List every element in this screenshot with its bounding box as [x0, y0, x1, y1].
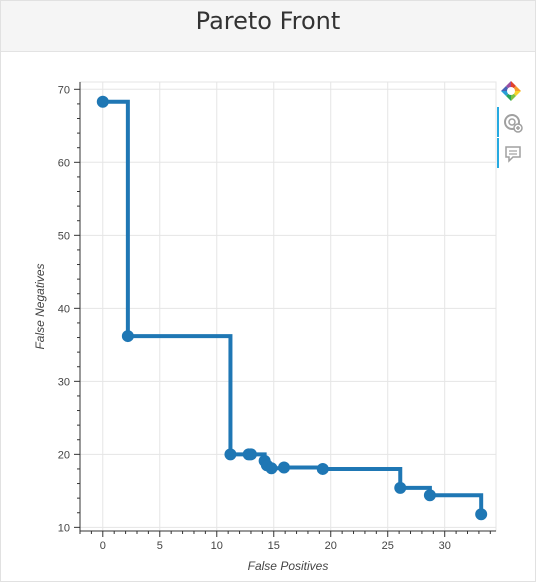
x-axis-label: False Positives [248, 559, 329, 573]
y-tick-label: 70 [58, 84, 70, 96]
data-series [96, 95, 488, 521]
x-tick-label: 10 [211, 540, 223, 552]
pareto-point [121, 330, 134, 343]
x-tick-label: 25 [382, 540, 394, 552]
bokeh-logo-button[interactable] [500, 80, 522, 104]
y-tick-label: 50 [58, 230, 70, 242]
x-tick-label: 15 [268, 540, 280, 552]
x-tick-label: 5 [157, 540, 163, 552]
wheel-zoom-active-indicator [497, 107, 499, 137]
y-tick-label: 40 [58, 303, 70, 315]
y-tick-label: 20 [58, 449, 70, 461]
x-tick-label: 30 [439, 540, 451, 552]
grid [80, 82, 496, 531]
pareto-point [244, 448, 257, 461]
pareto-point [265, 462, 278, 475]
pareto-point [394, 481, 407, 494]
hover-active-indicator [497, 138, 499, 168]
x-tick-label: 0 [100, 540, 106, 552]
pareto-point [423, 489, 436, 502]
axes: 0 5 10 15 20 25 30 10 20 30 40 50 60 70 [58, 82, 496, 552]
pareto-point [278, 461, 291, 474]
x-tick-label: 20 [325, 540, 337, 552]
page-title: Pareto Front [195, 7, 341, 35]
hover-tooltip-button[interactable] [502, 143, 524, 167]
pareto-point [224, 448, 237, 461]
wheel-zoom-button[interactable] [502, 112, 524, 136]
y-axis-label: False Negatives [33, 263, 47, 349]
page-header: Pareto Front [1, 1, 535, 52]
wheel-zoom-icon [504, 114, 523, 133]
hover-tooltip-icon [505, 146, 521, 163]
y-tick-label: 10 [58, 522, 70, 534]
bokeh-logo-icon [501, 81, 521, 101]
pareto-point [475, 508, 488, 521]
pareto-point [316, 462, 329, 475]
y-tick-label: 60 [58, 157, 70, 169]
y-tick-label: 30 [58, 376, 70, 388]
pareto-point [96, 95, 109, 108]
